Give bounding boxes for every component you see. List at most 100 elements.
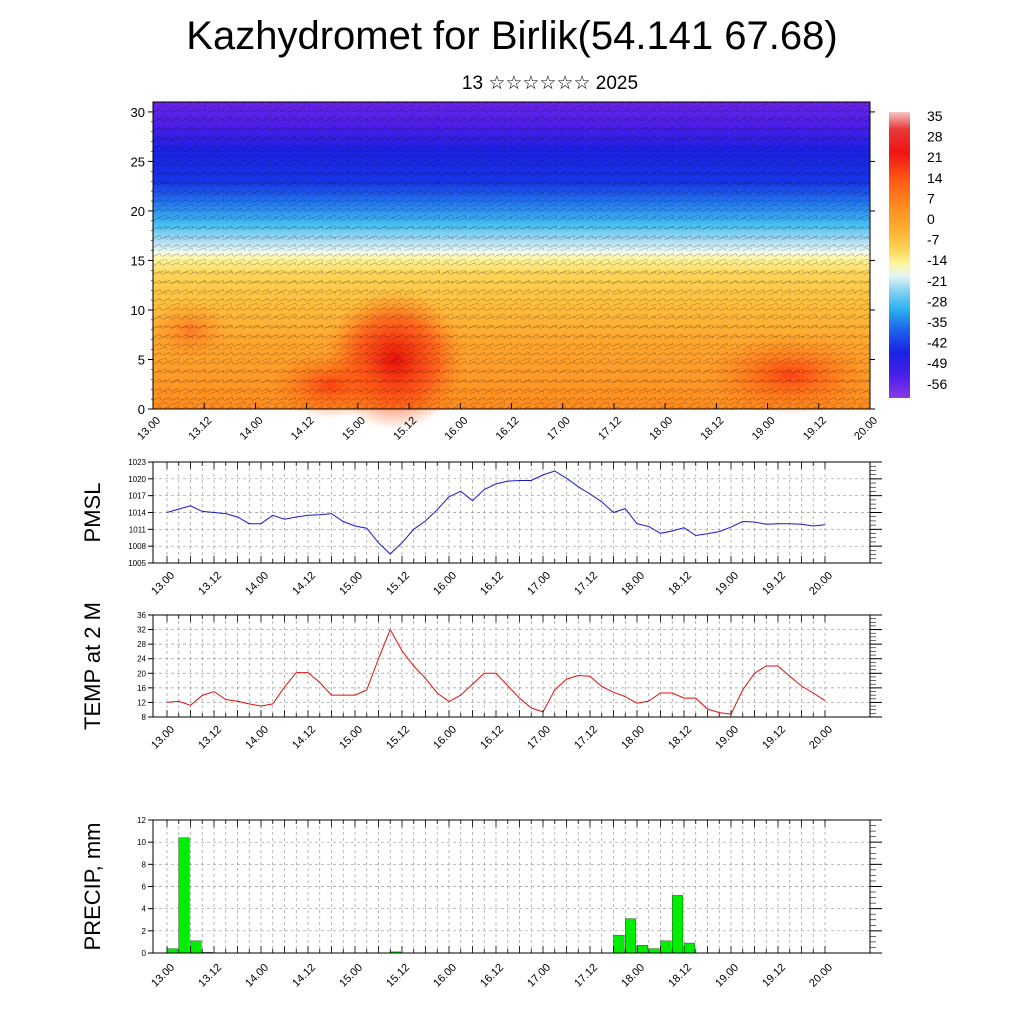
precip-bar [613, 935, 625, 954]
cross-section-x-tick-label: 13.00 [135, 415, 163, 443]
pmsl-x-tick-label: 18.12 [666, 570, 694, 598]
cross-section-x-tick-label: 17.12 [596, 415, 624, 443]
temp-y-tick-label: 16 [137, 684, 146, 693]
precip-x-tick-label: 16.00 [431, 962, 459, 990]
precip-panel: 0 2 4 6 8 10 12 13.00 13.12 14.00 14.12 15.00 15.12 1… [80, 816, 882, 990]
pmsl-panel: 1005 1008 1011 1014 1017 1020 1023 13.00 13.12 14… [80, 458, 882, 598]
cross-section-x-tick-label: 14.12 [289, 415, 317, 443]
temp-x-tick-label: 15.00 [337, 724, 365, 752]
cross-section-x-tick-label: 16.00 [442, 415, 470, 443]
pmsl-x-tick-label: 17.12 [572, 570, 600, 598]
pmsl-y-axis-title: PMSL [80, 483, 105, 543]
pmsl-x-tick-label: 17.00 [525, 570, 553, 598]
precip-y-tick-label: 8 [142, 860, 147, 869]
cross-section-x-tick-label: 20.00 [852, 415, 880, 443]
colorbar-label: -21 [927, 273, 947, 289]
pmsl-x-tick-label: 16.12 [478, 570, 506, 598]
temp-x-tick-label: 19.00 [713, 724, 741, 752]
pmsl-x-tick-label: 15.00 [337, 570, 365, 598]
colorbar: 35 28 21 14 7 0 -7 -14 -21 -28 -35 -42 -49 -56 [889, 108, 947, 398]
colorbar-label: -49 [927, 355, 947, 371]
colorbar-label: -7 [927, 232, 940, 248]
precip-bar [683, 942, 695, 954]
temp-y-tick-label: 32 [137, 626, 146, 635]
precip-bar [166, 948, 178, 954]
cross-section-y-tick-label: 20 [131, 204, 145, 219]
precip-x-tick-label: 17.00 [525, 962, 553, 990]
page-subtitle: 13 ☆☆☆☆☆☆ 2025 [461, 73, 639, 94]
temp-x-tick-label: 15.12 [384, 724, 412, 752]
precip-x-tick-label: 16.12 [478, 962, 506, 990]
pmsl-x-tick-label: 13.00 [149, 570, 177, 598]
colorbar-label: 21 [927, 149, 943, 165]
precip-bar [178, 837, 190, 954]
precip-frame [152, 819, 871, 954]
wind-barbs-2 [153, 102, 870, 409]
temp-x-tick-label: 17.12 [572, 724, 600, 752]
precip-bar [636, 945, 648, 954]
colorbar-label: 14 [927, 170, 943, 186]
temp-series-line [166, 628, 826, 715]
temp-frame [152, 614, 871, 718]
cross-section-x-tick-label: 13.12 [186, 415, 214, 443]
precip-bar [660, 940, 672, 954]
temp-y-tick-label: 20 [137, 669, 146, 678]
cross-section-y-tick-label: 5 [138, 352, 145, 367]
colorbar-label: 7 [927, 190, 935, 206]
temp-x-tick-label: 14.12 [290, 724, 318, 752]
precip-y-tick-label: 0 [142, 949, 147, 958]
colorbar-label: -56 [927, 376, 947, 392]
colorbar-label: 28 [927, 129, 943, 145]
precip-x-tick-label: 15.12 [384, 962, 412, 990]
pmsl-frame [152, 461, 871, 564]
cross-section-x-tick-label: 17.00 [545, 415, 573, 443]
precip-x-tick-label: 13.12 [196, 962, 224, 990]
pmsl-y-tick-label: 1014 [128, 509, 146, 518]
colorbar-label: 0 [927, 211, 935, 227]
precip-x-tick-label: 14.00 [243, 962, 271, 990]
temp-x-tick-label: 13.12 [196, 724, 224, 752]
precip-x-tick-label: 19.12 [760, 962, 788, 990]
precip-bar [672, 895, 684, 954]
page-title: Kazhydromet for Birlik(54.141 67.68) [186, 14, 838, 58]
temp-y-tick-label: 36 [137, 611, 146, 620]
pmsl-y-tick-label: 1017 [128, 492, 146, 501]
pmsl-x-tick-label: 16.00 [431, 570, 459, 598]
cross-section-y-tick-label: 10 [131, 303, 145, 318]
temp-y-tick-label: 24 [137, 655, 146, 664]
cross-section-x-tick-label: 14.00 [238, 415, 266, 443]
precip-y-tick-label: 6 [142, 883, 147, 892]
colorbar-label: 35 [927, 108, 943, 124]
cross-section-x-tick-label: 18.00 [647, 415, 675, 443]
pmsl-x-tick-label: 19.00 [713, 570, 741, 598]
pmsl-y-tick-label: 1005 [128, 559, 146, 568]
pmsl-y-tick-label: 1023 [128, 458, 146, 467]
pmsl-x-tick-label: 18.00 [619, 570, 647, 598]
pmsl-y-tick-label: 1020 [128, 475, 146, 484]
precip-bars [166, 837, 695, 954]
precip-bar [625, 918, 637, 954]
cross-section-y-tick-label: 30 [131, 105, 145, 120]
precip-x-tick-label: 13.00 [149, 962, 177, 990]
cross-section-y-tick-label: 0 [138, 402, 145, 417]
precip-x-tick-label: 15.00 [337, 962, 365, 990]
precip-bar [648, 948, 660, 954]
pmsl-series-line [166, 470, 826, 555]
precip-y-tick-label: 12 [137, 816, 146, 825]
cross-section-y-tick-label: 25 [131, 154, 145, 169]
temp-x-tick-label: 14.00 [243, 724, 271, 752]
pmsl-grid [153, 461, 870, 564]
precip-y-tick-label: 2 [142, 927, 147, 936]
pmsl-x-tick-label: 19.12 [760, 570, 788, 598]
pmsl-x-tick-label: 13.12 [196, 570, 224, 598]
cross-section-x-tick-label: 19.00 [750, 415, 778, 443]
colorbar-label: -35 [927, 314, 947, 330]
precip-y-tick-label: 4 [142, 905, 147, 914]
temp-x-tick-label: 16.12 [478, 724, 506, 752]
temp-y-tick-label: 12 [137, 698, 146, 707]
precip-y-axis-title: PRECIP, mm [80, 823, 105, 951]
precip-grid [153, 819, 870, 954]
colorbar-label: -28 [927, 293, 947, 309]
temp-x-tick-label: 13.00 [149, 724, 177, 752]
